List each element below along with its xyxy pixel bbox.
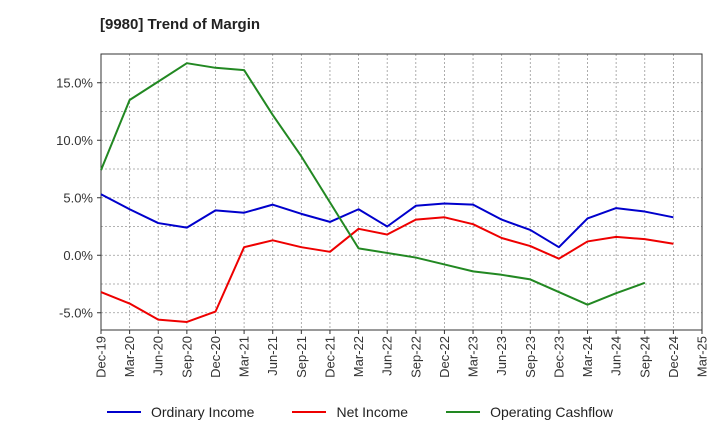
legend-item: Ordinary Income — [106, 404, 255, 420]
series-lines — [100, 62, 674, 323]
x-tick-label: Jun-24 — [609, 336, 624, 376]
x-tick-label: Dec-22 — [437, 336, 452, 378]
legend-swatch — [106, 411, 141, 413]
x-tick-label: Dec-24 — [666, 336, 681, 378]
series-line-operating-cashflow — [100, 62, 646, 306]
x-tick-label: Dec-19 — [94, 336, 109, 378]
plot-area — [101, 54, 702, 330]
x-tick-label: Sep-21 — [294, 336, 309, 378]
x-tick-label: Mar-20 — [122, 336, 137, 377]
y-tick-label: 5.0% — [63, 190, 93, 205]
legend-label: Net Income — [336, 404, 409, 420]
x-tick-label: Mar-21 — [237, 336, 252, 377]
legend-label: Operating Cashflow — [490, 404, 614, 420]
legend-item: Net Income — [292, 404, 408, 420]
plot-border — [100, 53, 703, 331]
x-tick-label: Dec-23 — [551, 336, 566, 378]
y-tick-label: 15.0% — [56, 75, 93, 90]
y-tick-label: 0.0% — [63, 248, 93, 263]
x-tick-label: Jun-22 — [380, 336, 395, 376]
x-tick-label: Jun-23 — [494, 336, 509, 376]
gridlines — [100, 54, 703, 330]
x-tick-label: Sep-20 — [179, 336, 194, 378]
legend: Ordinary Income Net Income Operating Cashf… — [0, 404, 720, 420]
x-tick-label: Mar-24 — [580, 336, 595, 377]
legend-swatch — [446, 411, 481, 413]
legend-item: Operating Cashflow — [446, 404, 613, 420]
x-tick-label: Dec-21 — [322, 336, 337, 378]
x-tick-label: Mar-23 — [466, 336, 481, 377]
series-line-ordinary-income — [100, 193, 674, 249]
chart-title: [9980] Trend of Margin — [100, 16, 261, 33]
y-tick-label: 10.0% — [56, 133, 93, 148]
x-tick-label: Mar-22 — [351, 336, 366, 377]
legend-label: Ordinary Income — [150, 404, 255, 420]
x-tick-label: Jun-21 — [265, 336, 280, 376]
x-tick-label: Mar-25 — [695, 336, 710, 377]
series-line-net-income — [100, 216, 674, 323]
x-tick-label: Dec-20 — [208, 336, 223, 378]
x-tick-label: Sep-23 — [523, 336, 538, 378]
x-tick-label: Jun-20 — [151, 336, 166, 376]
y-tick-label: -5.0% — [59, 305, 93, 320]
x-tick-label: Sep-24 — [637, 336, 652, 378]
axes: -5.0% 0.0% 5.0% 10.0% 15.0% Dec-19 Mar-20 Jun-2… — [56, 53, 710, 378]
x-tick-label: Sep-22 — [408, 336, 423, 378]
legend-swatch — [292, 411, 327, 413]
